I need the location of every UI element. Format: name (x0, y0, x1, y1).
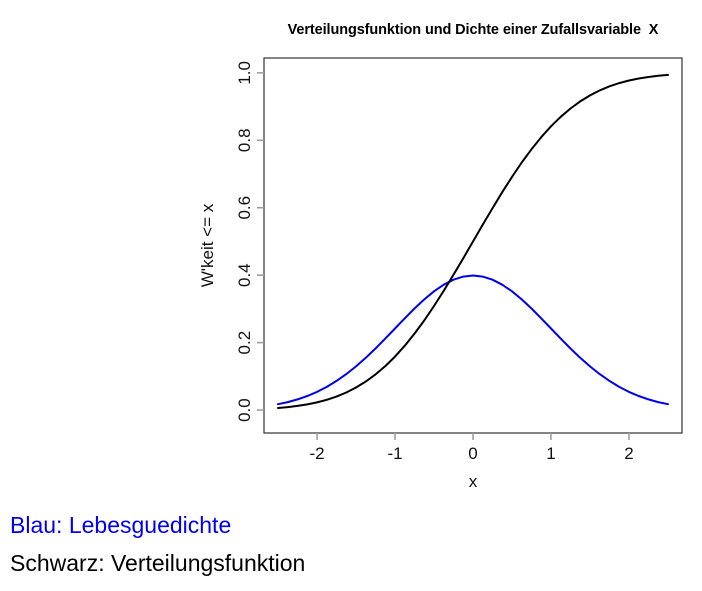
x-axis-tick-label: 2 (624, 444, 633, 463)
y-axis-tick-label: 1.0 (235, 61, 254, 85)
y-axis-tick-label: 0.2 (235, 331, 254, 355)
caption-cdf-line: Schwarz: Verteilungsfunktion (10, 550, 306, 576)
cdf-curve (277, 73, 669, 409)
y-axis-tick-label: 0.4 (235, 263, 254, 287)
x-axis-tick-label: 0 (468, 444, 477, 463)
x-axis-tick-label: -2 (309, 444, 324, 463)
x-axis-tick-label: -1 (387, 444, 402, 463)
density-curve (277, 274, 669, 406)
plot-box (263, 57, 683, 434)
x-axis-tick-label: 1 (546, 444, 555, 463)
caption-density-line: Blau: Lebesguedichte (10, 512, 232, 538)
plot-area: -2 -1 0 1 2 0.0 0.2 0.4 0.6 0.8 1.0 x W'keit <= x (198, 57, 683, 491)
x-axis-label: x (469, 472, 478, 491)
chart-title: Verteilungsfunktion und Dichte einer Zuf… (287, 22, 659, 38)
y-axis-tick-label: 0.6 (235, 196, 254, 220)
y-axis-tick-label: 0.0 (235, 398, 254, 422)
y-axis-label: W'keit <= x (198, 203, 217, 287)
caption: Blau: Lebesguedichte Schwarz: Verteilung… (10, 506, 305, 582)
y-axis-tick-label: 0.8 (235, 128, 254, 152)
